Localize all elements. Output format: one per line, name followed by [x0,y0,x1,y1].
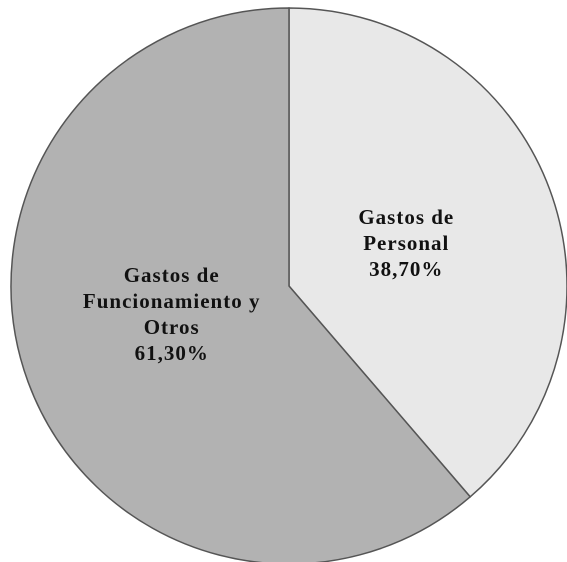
pie-slice [288,7,567,498]
category-label: Gastos de Personal [358,204,455,255]
value-label: 38,70% [369,256,444,281]
value-label: 61,30% [134,341,209,366]
category-label: Gastos de Funcionamiento y Otros [82,263,261,340]
pie-slice [10,7,472,562]
slice-label: Gastos de Funcionamiento y Otros 61,30% [82,262,262,366]
slice-label: Gastos de Personal 38,70% [341,204,471,282]
